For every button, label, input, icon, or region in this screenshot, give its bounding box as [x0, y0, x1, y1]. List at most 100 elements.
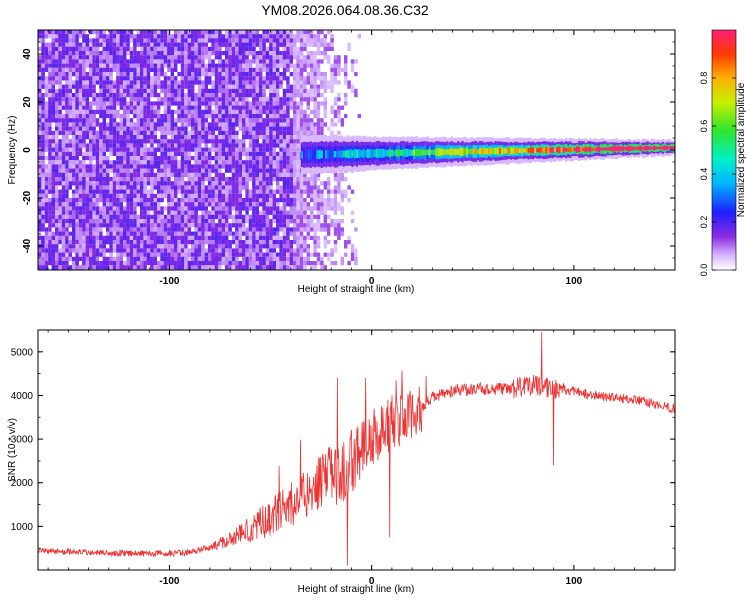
heatmap-cell [119, 189, 123, 194]
heatmap-cell [306, 126, 310, 131]
heatmap-cell [48, 55, 52, 60]
heatmap-cell [78, 51, 83, 56]
heatmap-cell [143, 181, 147, 186]
heatmap-cell [51, 185, 55, 190]
heatmap-cell [187, 206, 191, 211]
heatmap-cell [252, 143, 256, 148]
heatmap-cell [187, 156, 191, 161]
heatmap-cell [299, 76, 304, 81]
heatmap-cell [303, 76, 307, 85]
heatmap-cell [109, 76, 113, 81]
heatmap-cell [99, 223, 103, 228]
heatmap-cell [146, 46, 151, 51]
heatmap-cell [136, 101, 140, 106]
heatmap-cell [357, 34, 361, 39]
heatmap-cell [85, 189, 89, 194]
heatmap-cell [160, 147, 164, 152]
heatmap-cell [78, 143, 83, 148]
heatmap-cell [238, 101, 242, 106]
heatmap-cell [265, 214, 270, 219]
heatmap-cell [272, 227, 276, 232]
heatmap-cell [170, 139, 174, 144]
heatmap-cell [313, 93, 317, 98]
heatmap-cell [259, 244, 263, 249]
heatmap-cell [201, 214, 205, 219]
heatmap-cell [55, 156, 59, 161]
heatmap-cell [85, 198, 89, 203]
heatmap-cell [163, 156, 168, 161]
heatmap-cell [225, 51, 229, 56]
heatmap-cell [194, 72, 198, 77]
heatmap-cell [191, 164, 195, 169]
signal-band-cell [470, 148, 473, 155]
heatmap-cell [221, 139, 225, 144]
heatmap-cell [180, 240, 185, 245]
heatmap-cell [75, 160, 79, 165]
heatmap-cell [208, 93, 212, 98]
heatmap-cell [146, 55, 151, 60]
heatmap-cell [170, 80, 174, 85]
heatmap-cell [123, 130, 127, 135]
heatmap-cell [75, 109, 79, 114]
heatmap-cell [126, 240, 130, 245]
heatmap-cell [55, 126, 59, 131]
heatmap-cell [38, 177, 42, 182]
heatmap-cell [82, 126, 86, 131]
heatmap-cell [75, 130, 79, 135]
heatmap-cell [58, 67, 62, 72]
heatmap-cell [116, 172, 120, 177]
heatmap-cell [106, 202, 110, 207]
heatmap-cell [129, 198, 134, 203]
heatmap-cell [85, 214, 89, 219]
heatmap-cell [72, 143, 76, 152]
heatmap-cell [75, 84, 79, 89]
heatmap-cell [221, 172, 225, 177]
heatmap-cell [68, 185, 72, 190]
heatmap-cell [187, 177, 191, 182]
heatmap-cell [214, 147, 219, 152]
heatmap-cell [85, 227, 89, 232]
heatmap-cell [92, 214, 96, 219]
heatmap-cell [242, 172, 246, 177]
heatmap-cell [106, 34, 110, 39]
heatmap-cell [310, 80, 314, 85]
heatmap-cell [174, 181, 178, 186]
signal-band-cell [340, 150, 343, 158]
heatmap-cell [146, 181, 151, 186]
heatmap-cell [157, 114, 161, 119]
heatmap-cell [65, 55, 69, 64]
heatmap-cell [136, 84, 140, 89]
heatmap-cell [82, 76, 86, 85]
heatmap-cell [48, 59, 52, 64]
heatmap-cell [235, 231, 239, 236]
heatmap-cell [221, 76, 225, 81]
heatmap-cell [350, 244, 355, 253]
heatmap-cell [211, 139, 215, 144]
heatmap-cell [109, 240, 113, 245]
heatmap-cell [133, 63, 137, 68]
heatmap-cell [235, 206, 239, 215]
heatmap-cell [313, 76, 317, 85]
heatmap-cell [265, 219, 270, 224]
heatmap-cell [140, 177, 144, 182]
heatmap-cell [327, 206, 331, 211]
heatmap-cell [51, 118, 55, 123]
heatmap-cell [333, 189, 338, 194]
heatmap-cell [99, 67, 103, 72]
heatmap-cell [231, 126, 236, 131]
heatmap-cell [102, 147, 106, 152]
heatmap-cell [75, 223, 79, 228]
heatmap-cell [65, 93, 69, 98]
heatmap-cell [174, 189, 178, 194]
heatmap-cell [116, 80, 120, 85]
heatmap-cell [296, 46, 300, 51]
heatmap-cell [170, 168, 174, 173]
heatmap-cell [78, 118, 83, 123]
heatmap-cell [293, 55, 297, 60]
heatmap-cell [272, 151, 276, 156]
heatmap-cell [197, 130, 202, 135]
heatmap-cell [187, 248, 191, 257]
heatmap-cell [51, 72, 55, 77]
heatmap-cell [146, 42, 151, 47]
heatmap-cell [187, 55, 191, 60]
